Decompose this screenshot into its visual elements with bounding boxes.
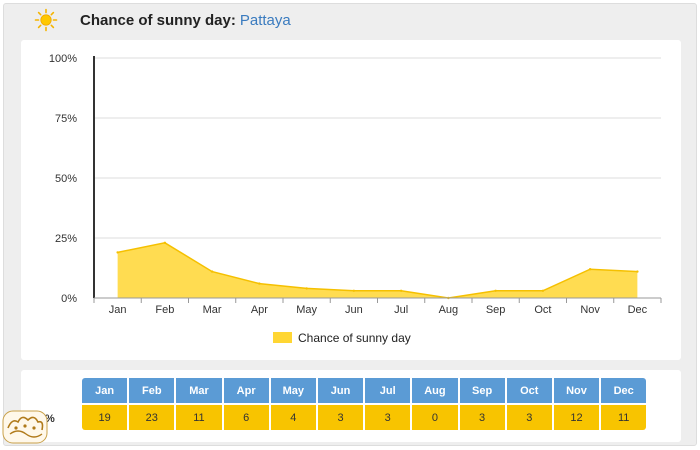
data-point	[116, 251, 119, 254]
data-point	[258, 282, 261, 285]
month-value-cell: 19	[82, 403, 128, 430]
y-tick-label: 25%	[55, 233, 77, 245]
month-header-cell: Nov	[553, 378, 600, 403]
month-header-cell: Jul	[365, 378, 411, 403]
data-point	[305, 287, 308, 290]
data-point	[210, 270, 214, 273]
x-tick-label: Dec	[628, 304, 648, 316]
page-title: Chance of sunny day:	[80, 11, 236, 29]
data-point	[588, 268, 592, 271]
month-values-row: 19 23 11 6 4 3 3 0 3 3 12 11	[82, 403, 647, 430]
month-header-cell: Aug	[412, 378, 458, 403]
legend-label: Chance of sunny day	[298, 331, 411, 345]
month-value-cell: 3	[317, 403, 364, 430]
header: Chance of sunny day: Pattaya	[34, 8, 291, 32]
month-value-cell: 23	[129, 403, 175, 430]
y-tick-label: 75%	[55, 113, 77, 125]
month-header-cell: Sep	[459, 378, 505, 403]
month-value-cell: 6	[223, 403, 269, 430]
month-header-cell: Dec	[601, 378, 647, 403]
x-tick-label: Aug	[439, 304, 459, 316]
y-tick-label: 50%	[55, 173, 77, 185]
percent-row-label: %	[45, 413, 55, 425]
x-tick-label: Sep	[486, 304, 506, 316]
series-line	[117, 242, 638, 299]
y-tick-label: 100%	[49, 53, 77, 65]
data-point	[163, 241, 167, 244]
month-header-cell: Mar	[176, 378, 222, 403]
month-header-row: Jan Feb Mar Apr May Jun Jul Aug Sep Oct Nov Dec	[82, 378, 647, 403]
data-point	[494, 289, 497, 292]
month-value-cell: 0	[412, 403, 458, 430]
series-area	[117, 242, 638, 298]
widget-container: Chance of sunny day: Pattaya 0% 25% 50% 75%…	[3, 3, 697, 446]
x-tick-label: Nov	[580, 304, 600, 316]
sun-icon	[34, 8, 58, 32]
month-value-cell: 3	[459, 403, 505, 430]
data-point	[636, 270, 639, 273]
watermark-logo-icon	[2, 410, 48, 444]
area-chart: 0% 25% 50% 75% 100% Jan Feb Mar Apr May Jun Jul Aug S…	[49, 53, 662, 345]
x-tick-label: Jul	[394, 304, 408, 316]
x-tick-label: Jun	[345, 304, 363, 316]
legend-swatch	[273, 332, 292, 343]
month-table-panel: % Jan Feb Mar Apr May Jun Jul Aug Sep Oct Nov Dec 1…	[21, 370, 681, 442]
x-tick-label: Jan	[109, 304, 127, 316]
data-point	[352, 289, 356, 292]
month-header-cell: Apr	[223, 378, 269, 403]
month-header-cell: May	[270, 378, 316, 403]
data-point	[541, 289, 545, 292]
x-tick-label: Feb	[155, 304, 174, 316]
month-values-table: Jan Feb Mar Apr May Jun Jul Aug Sep Oct Nov Dec 19 2…	[80, 378, 648, 430]
location-name: Pattaya	[239, 11, 291, 29]
month-header-cell: Oct	[506, 378, 552, 403]
month-value-cell: 4	[270, 403, 316, 430]
chart-panel: 0% 25% 50% 75% 100% Jan Feb Mar Apr May Jun Jul Aug S…	[21, 40, 681, 360]
month-value-cell: 12	[553, 403, 600, 430]
month-value-cell: 3	[365, 403, 411, 430]
month-value-cell: 3	[506, 403, 552, 430]
x-tick-label: Apr	[251, 304, 268, 316]
y-tick-label: 0%	[61, 293, 77, 305]
month-header-cell: Jan	[82, 378, 128, 403]
x-tick-label: Oct	[534, 304, 551, 316]
x-tick-label: May	[296, 304, 317, 316]
month-value-cell: 11	[176, 403, 222, 430]
month-header-cell: Feb	[129, 378, 175, 403]
month-value-cell: 11	[601, 403, 647, 430]
month-header-cell: Jun	[317, 378, 364, 403]
data-point	[399, 289, 403, 292]
x-tick-label: Mar	[203, 304, 222, 316]
